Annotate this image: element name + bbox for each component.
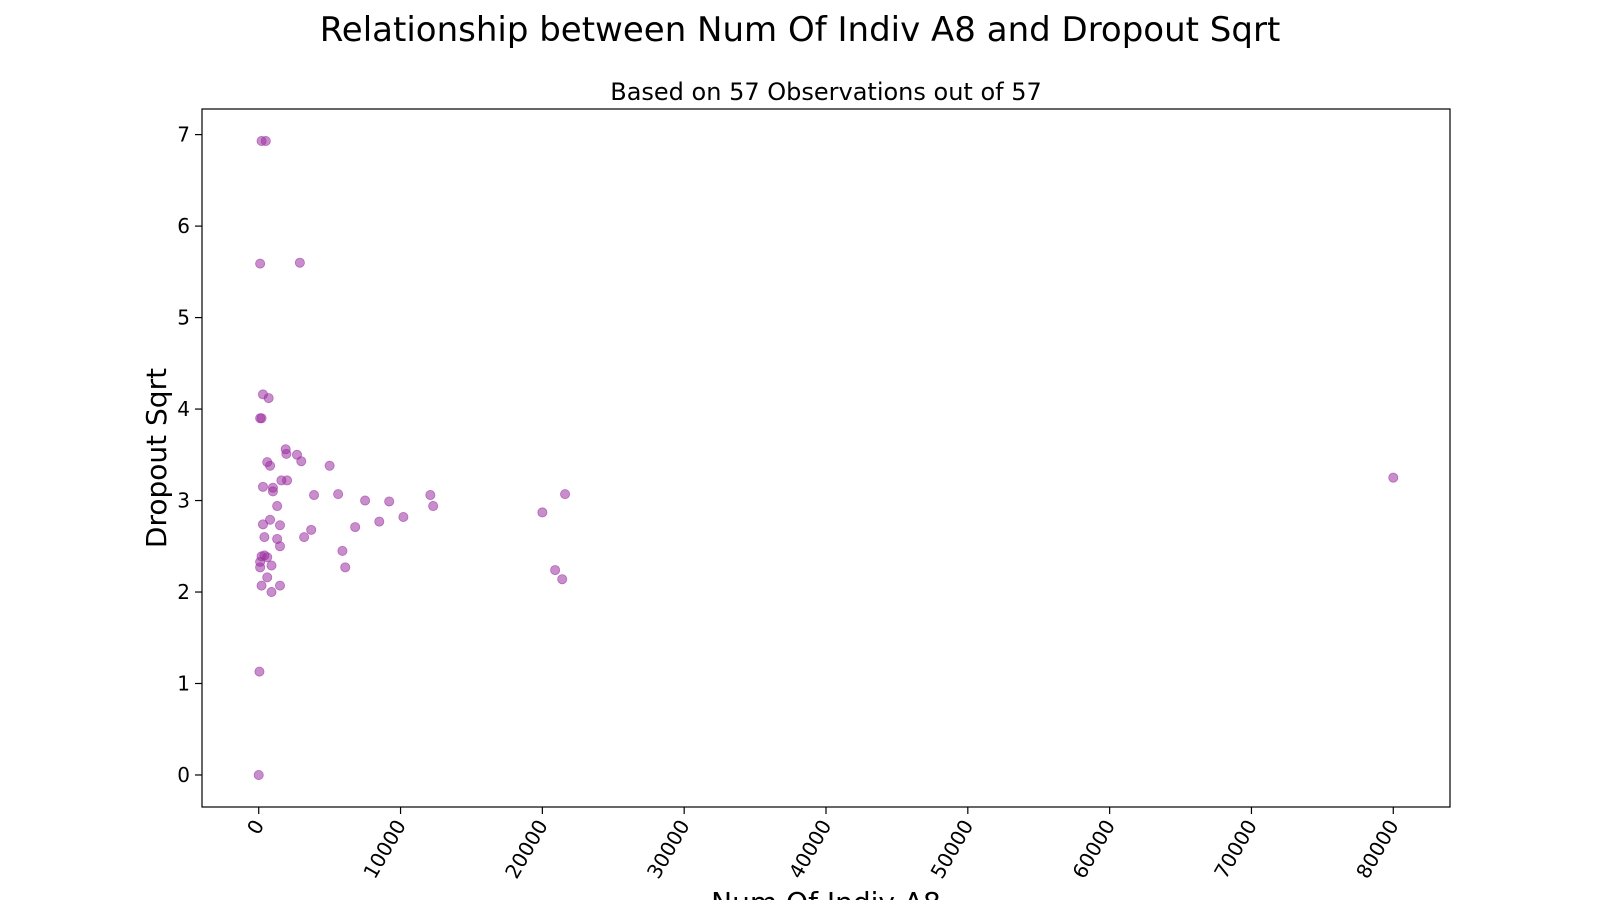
data-point xyxy=(537,507,548,518)
data-point xyxy=(255,258,266,269)
data-point xyxy=(265,460,276,471)
x-axis-label: Num Of Indiv A8 xyxy=(711,886,941,900)
data-point xyxy=(281,448,292,459)
chart-title: Relationship between Num Of Indiv A8 and… xyxy=(319,10,1281,50)
chart-subtitle: Based on 57 Observations out of 57 xyxy=(610,78,1042,106)
data-point xyxy=(267,486,278,497)
data-point xyxy=(274,520,285,531)
data-point xyxy=(256,580,267,591)
data-point xyxy=(360,495,371,506)
data-point xyxy=(428,501,439,512)
data-point xyxy=(299,532,310,543)
y-tick-label: 0 xyxy=(177,763,190,787)
data-point xyxy=(324,460,335,471)
y-tick-label: 3 xyxy=(177,489,190,513)
data-point xyxy=(254,666,265,677)
data-point xyxy=(253,769,264,780)
y-axis-label: Dropout Sqrt xyxy=(140,368,173,548)
data-point xyxy=(294,257,305,268)
data-point xyxy=(257,481,268,492)
x-tick-label: 50000 xyxy=(926,816,979,883)
y-tick-label: 4 xyxy=(177,397,190,421)
data-point xyxy=(350,522,361,533)
x-tick-label: 40000 xyxy=(784,816,837,883)
data-point xyxy=(306,524,317,535)
data-point xyxy=(384,496,395,507)
data-point xyxy=(296,456,307,467)
data-point xyxy=(262,572,273,583)
y-tick-label: 1 xyxy=(177,672,190,696)
data-point xyxy=(272,501,283,512)
data-point xyxy=(1388,472,1399,483)
data-point xyxy=(309,490,320,501)
data-point xyxy=(255,562,266,573)
data-point xyxy=(550,565,561,576)
y-tick-label: 5 xyxy=(177,306,190,330)
data-point xyxy=(557,574,568,585)
data-point xyxy=(265,514,276,525)
x-axis: 0 10000 20000 30000 40000 50000 60000 70000 8000… xyxy=(242,807,1404,883)
data-point xyxy=(262,552,273,563)
data-point xyxy=(337,545,348,556)
y-tick-label: 7 xyxy=(177,123,190,147)
data-point xyxy=(274,541,285,552)
data-point xyxy=(266,560,277,571)
data-point xyxy=(263,393,274,404)
x-tick-label: 60000 xyxy=(1067,816,1120,883)
y-tick-label: 2 xyxy=(177,580,190,604)
data-point xyxy=(259,532,270,543)
x-tick-label: 20000 xyxy=(500,816,553,883)
data-point xyxy=(256,413,267,424)
x-tick-label: 70000 xyxy=(1209,816,1262,883)
data-points xyxy=(253,136,1399,780)
data-point xyxy=(374,516,385,527)
data-point xyxy=(257,519,268,530)
data-point xyxy=(274,580,285,591)
x-tick-label: 10000 xyxy=(358,816,411,883)
x-tick-label: 0 xyxy=(242,816,269,839)
data-point xyxy=(425,490,436,501)
x-tick-label: 30000 xyxy=(642,816,695,883)
data-point xyxy=(282,475,293,486)
data-point xyxy=(260,136,271,147)
plot-area-frame xyxy=(201,108,1451,808)
data-point xyxy=(333,489,344,500)
data-point xyxy=(266,587,277,598)
data-point xyxy=(340,562,351,573)
y-tick-label: 6 xyxy=(177,214,190,238)
data-point xyxy=(398,512,409,523)
y-axis: 0 1 2 3 4 5 6 7 xyxy=(177,123,202,787)
data-point xyxy=(560,489,571,500)
x-tick-label: 80000 xyxy=(1351,816,1404,883)
